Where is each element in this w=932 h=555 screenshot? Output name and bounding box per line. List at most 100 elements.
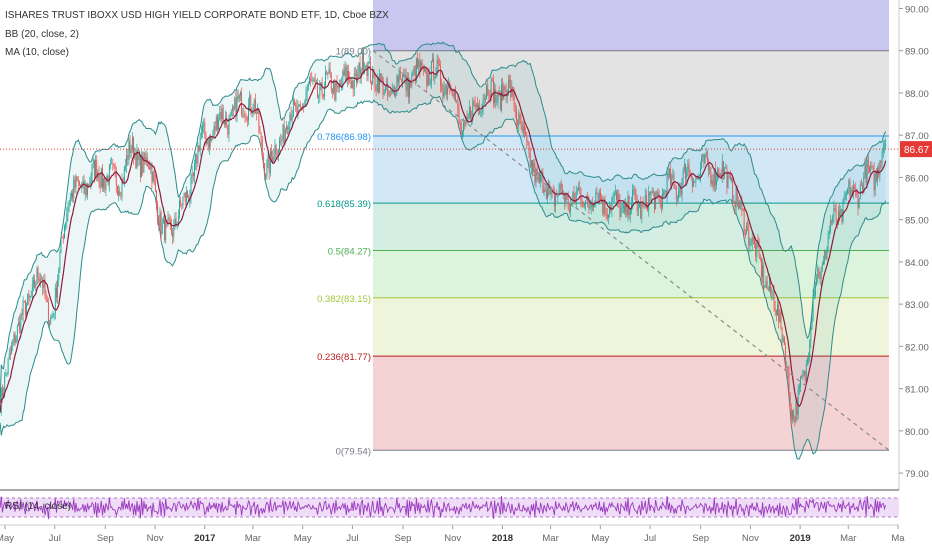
candle-body: [218, 119, 220, 130]
candle-body: [37, 268, 39, 278]
candle-body: [12, 342, 14, 346]
candle-body: [544, 189, 546, 192]
candle-body: [215, 116, 217, 131]
candle-body: [445, 85, 447, 95]
candle-body: [234, 98, 236, 109]
candle-body: [118, 191, 120, 195]
candle-body: [219, 112, 221, 120]
candle-body: [733, 201, 735, 203]
fib-lines: [373, 50, 889, 451]
candle-body: [458, 109, 460, 122]
candle-body: [16, 325, 18, 337]
candle-body: [171, 224, 172, 234]
candle-body: [812, 295, 814, 318]
candle-body: [152, 172, 154, 182]
candle-body: [306, 89, 308, 94]
candle-body: [120, 195, 122, 197]
candle-body: [349, 78, 351, 82]
candle-body: [200, 131, 202, 137]
candle-body: [309, 78, 310, 85]
candle-body: [704, 154, 706, 164]
candle-body: [266, 162, 268, 176]
candle-body: [379, 73, 381, 93]
candle-body: [113, 164, 115, 166]
candle-body: [334, 81, 336, 101]
rsi-line: [0, 495, 887, 520]
candle-body: [742, 208, 744, 212]
candle-body: [496, 102, 498, 103]
candle-body: [611, 198, 613, 210]
candle-body: [706, 152, 708, 162]
candle-body: [675, 187, 677, 199]
candle-body: [721, 161, 723, 176]
candle-body: [249, 95, 251, 106]
candle-body: [734, 201, 736, 208]
candle-body: [420, 62, 422, 71]
candle-body: [352, 80, 354, 90]
candle-body: [131, 137, 133, 149]
candle-body: [673, 174, 675, 187]
candle-body: [852, 186, 854, 193]
candle-body: [775, 310, 777, 315]
candle-body: [42, 279, 44, 289]
bb-legend[interactable]: BB (20, close, 2): [5, 29, 79, 40]
candle-body: [612, 196, 614, 199]
candle-body: [51, 317, 53, 318]
candle-body: [390, 91, 392, 93]
candle-body: [884, 145, 885, 147]
candle-body: [559, 184, 561, 190]
candle-body: [261, 139, 263, 157]
candle-body: [634, 189, 636, 195]
candle-body: [689, 170, 691, 175]
candle-body: [153, 172, 155, 183]
y-tick-label: 82.00: [905, 342, 929, 353]
candle-body: [418, 59, 420, 68]
candle-body: [100, 167, 102, 187]
candle-body: [383, 92, 385, 95]
candle-body: [749, 244, 751, 246]
candle-body: [712, 180, 714, 188]
candle-body: [737, 201, 739, 209]
candle-body: [102, 167, 103, 188]
candle-body: [62, 238, 64, 239]
candle-body: [542, 174, 544, 194]
candle-body: [280, 139, 282, 141]
candle-body: [36, 268, 38, 284]
candle-body: [472, 100, 474, 119]
candle-body: [39, 279, 41, 281]
candle-body: [289, 114, 291, 127]
ma-legend[interactable]: MA (10, close): [5, 47, 69, 58]
candle-body: [130, 148, 132, 153]
candle-body: [519, 114, 521, 118]
candle-body: [427, 73, 429, 87]
candle-body: [148, 166, 149, 168]
candle-body: [194, 163, 195, 176]
candle-body: [617, 193, 619, 200]
candle-body: [228, 118, 230, 135]
candle-body: [159, 212, 161, 227]
candle-body: [478, 105, 479, 109]
candle-body: [325, 72, 327, 88]
candle-body: [428, 73, 430, 85]
candle-body: [765, 280, 767, 287]
fib-level-label: 0.5(84.27): [328, 246, 371, 257]
candle-body: [735, 187, 737, 208]
candle-body: [567, 196, 569, 210]
candle-body: [487, 85, 489, 96]
fib-fill: [373, 297, 889, 357]
candle-body: [818, 268, 820, 278]
rsi-legend[interactable]: RSI (14, close): [5, 501, 72, 512]
candle-body: [720, 173, 722, 176]
candle-body: [135, 152, 137, 168]
candle-body: [380, 73, 382, 80]
candle-body: [440, 65, 442, 86]
candle-body: [437, 59, 439, 65]
candle-body: [210, 137, 212, 141]
candle-body: [805, 363, 807, 381]
candle-body: [93, 159, 95, 177]
candle-body: [774, 308, 776, 311]
candle-body: [76, 176, 78, 182]
candle-body: [129, 140, 131, 153]
